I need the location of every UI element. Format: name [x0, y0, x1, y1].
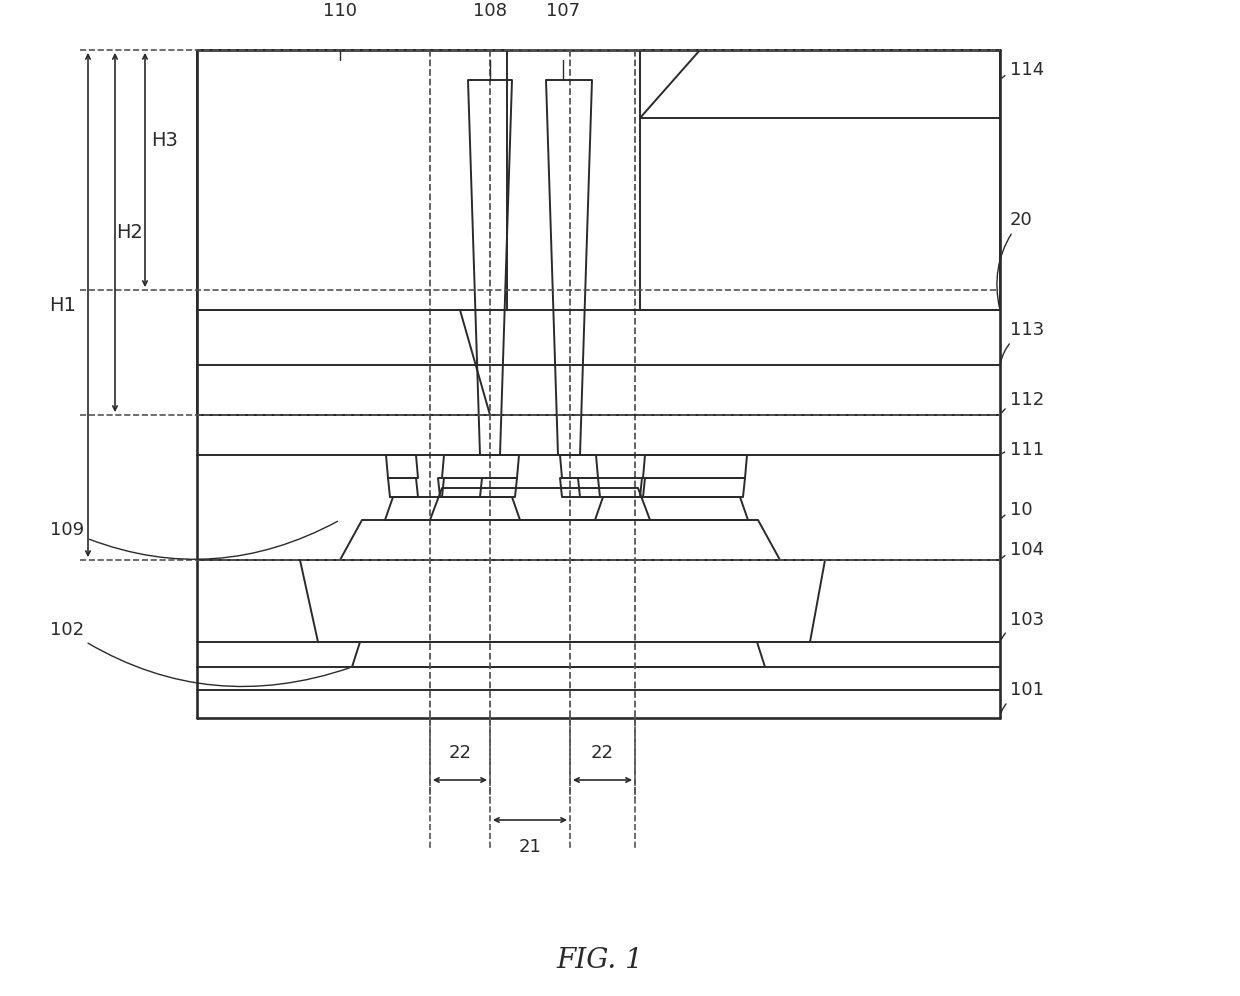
Text: H3: H3 — [151, 130, 179, 149]
Text: 107: 107 — [546, 2, 580, 20]
Text: 21: 21 — [518, 838, 542, 856]
Text: 10: 10 — [1002, 501, 1033, 519]
Text: 22: 22 — [449, 744, 471, 762]
Text: 20: 20 — [997, 211, 1033, 308]
Text: 104: 104 — [1002, 541, 1044, 559]
Text: 108: 108 — [472, 2, 507, 20]
Text: 109: 109 — [50, 521, 337, 560]
Text: 22: 22 — [591, 744, 614, 762]
Text: 110: 110 — [322, 2, 357, 20]
Text: 102: 102 — [50, 621, 350, 686]
Text: 114: 114 — [1002, 61, 1044, 79]
Text: 103: 103 — [1001, 611, 1044, 639]
Text: FIG. 1: FIG. 1 — [557, 946, 644, 973]
Text: 113: 113 — [1001, 321, 1044, 363]
Text: 111: 111 — [1002, 441, 1044, 459]
Text: 101: 101 — [1001, 681, 1044, 712]
Text: H1: H1 — [50, 296, 77, 315]
Text: H2: H2 — [117, 223, 144, 242]
Text: 112: 112 — [1002, 391, 1044, 412]
